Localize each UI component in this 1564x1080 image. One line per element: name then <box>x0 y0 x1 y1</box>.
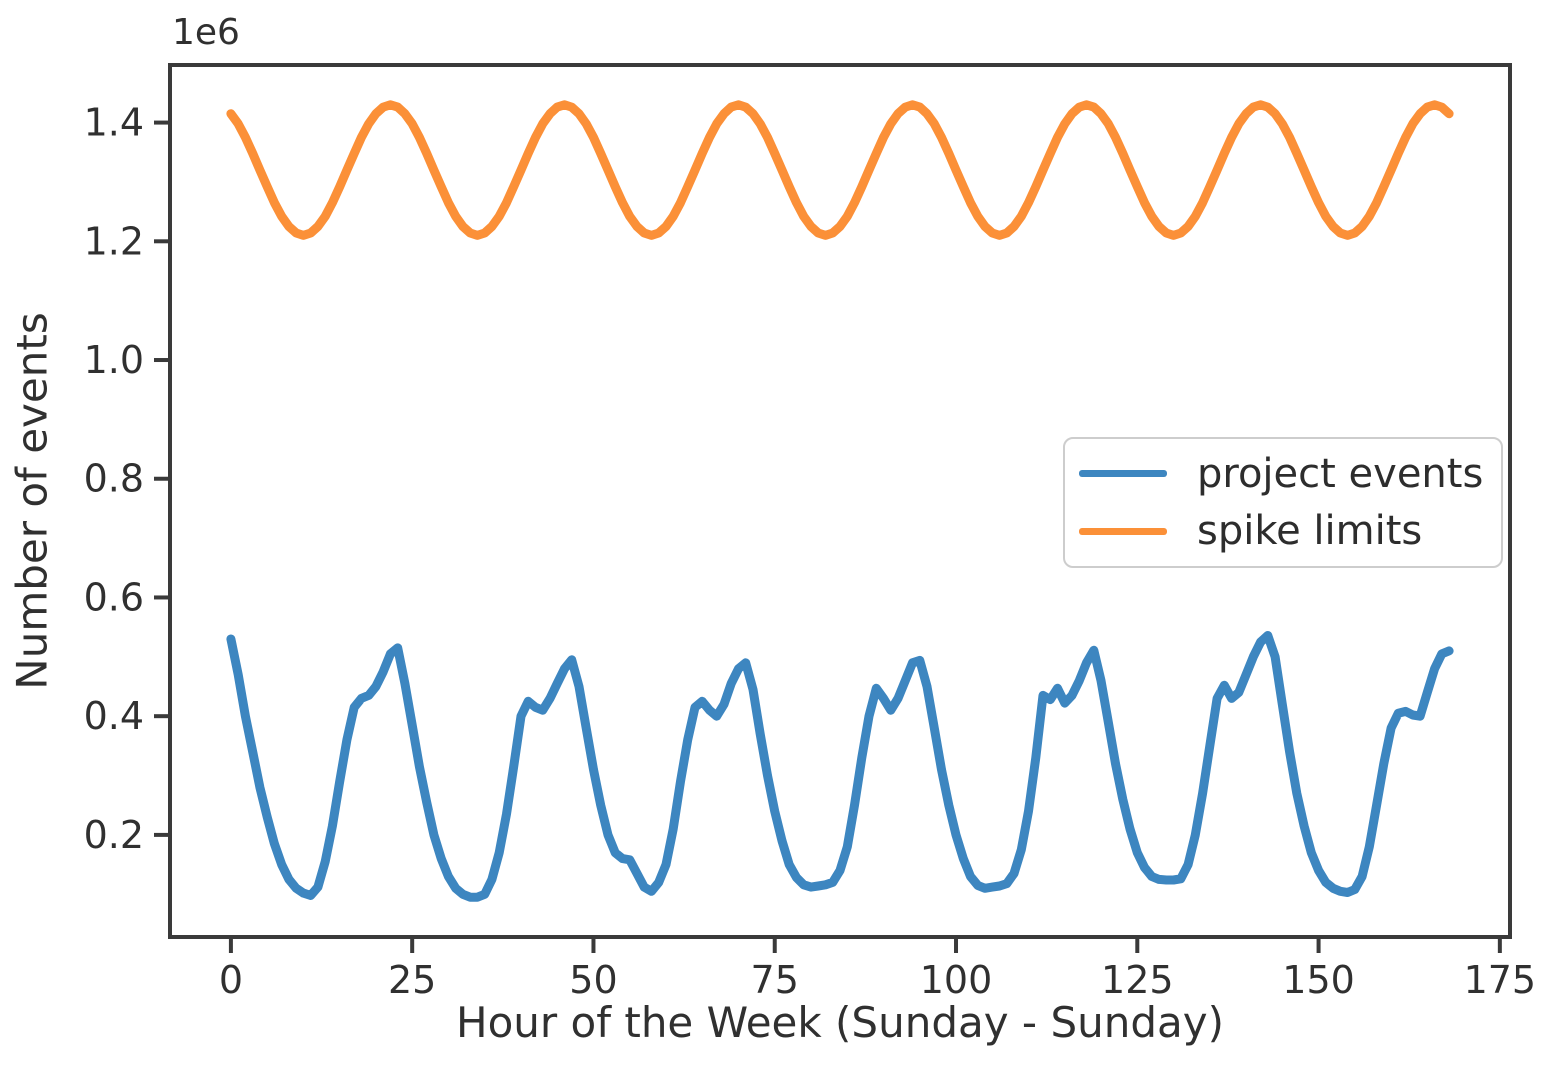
y-axis-ticks: 0.2 0.4 0.6 0.8 1.0 1.2 1.4 <box>84 101 170 857</box>
x-tick-label: 100 <box>920 958 993 1002</box>
x-tick-label: 150 <box>1282 958 1355 1002</box>
legend-label-project-events: project events <box>1197 450 1484 497</box>
y-axis-label: Number of events <box>7 312 57 690</box>
series-line-project-events <box>226 631 1454 902</box>
x-axis-label: Hour of the Week (Sunday - Sunday) <box>456 998 1224 1047</box>
x-axis-ticks: 0 25 50 75 100 125 150 175 <box>219 937 1536 1002</box>
y-tick-label: 1.0 <box>84 338 144 382</box>
y-tick-label: 1.2 <box>84 219 144 263</box>
y-axis-offset-text: 1e6 <box>172 12 240 53</box>
x-tick-label: 25 <box>388 958 436 1002</box>
y-tick-label: 0.8 <box>84 457 144 501</box>
y-tick-label: 0.2 <box>84 813 144 857</box>
legend-line-sample-project-events <box>1079 470 1167 478</box>
x-tick-label: 125 <box>1101 958 1174 1002</box>
legend-entry-spike-limits: spike limits <box>1079 508 1501 554</box>
series-lines <box>226 100 1454 902</box>
x-tick-label: 0 <box>219 958 243 1002</box>
x-tick-label: 75 <box>751 958 799 1002</box>
x-tick-label: 175 <box>1464 958 1537 1002</box>
axes-frame <box>168 63 1512 939</box>
y-tick-label: 1.4 <box>84 101 144 145</box>
legend-entry-project-events: project events <box>1079 451 1501 497</box>
y-tick-label: 0.6 <box>84 575 144 619</box>
x-tick-label: 50 <box>569 958 617 1002</box>
series-line-spike-limits <box>226 100 1454 240</box>
legend-line-sample-spike-limits <box>1079 527 1167 535</box>
legend: project events spike limits <box>1063 437 1503 568</box>
y-tick-label: 0.4 <box>84 694 144 738</box>
legend-label-spike-limits: spike limits <box>1197 508 1423 555</box>
